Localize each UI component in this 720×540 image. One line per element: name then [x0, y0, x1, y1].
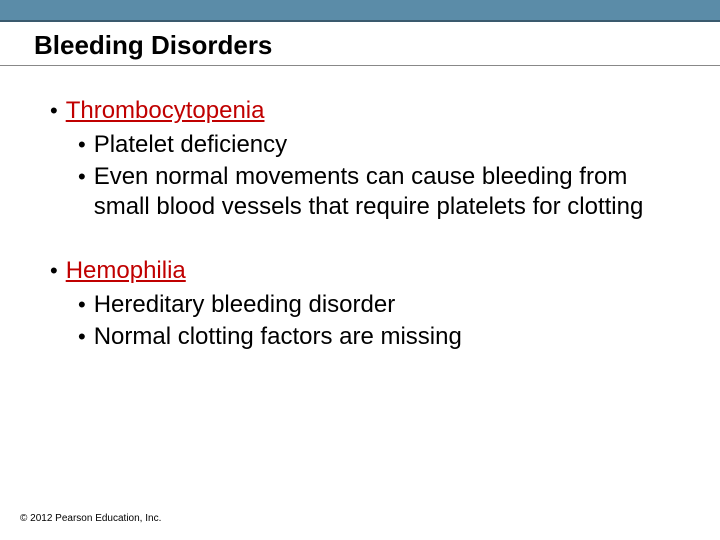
subpoint-text: Even normal movements can cause bleeding… — [94, 162, 670, 222]
key-term-2: Hemophilia — [66, 256, 186, 286]
section-spacer — [50, 224, 670, 256]
bullet-dot-icon: • — [50, 256, 58, 286]
subpoint-1-1: • Platelet deficiency — [78, 130, 670, 160]
subpoint-text: Normal clotting factors are missing — [94, 322, 462, 352]
top-accent-bar — [0, 0, 720, 22]
subpoint-2-1: • Hereditary bleeding disorder — [78, 290, 670, 320]
bullet-dot-icon: • — [78, 290, 86, 320]
slide-content: • Thrombocytopenia • Platelet deficiency… — [0, 96, 720, 352]
key-term-1: Thrombocytopenia — [66, 96, 265, 126]
subpoint-1-2: • Even normal movements can cause bleedi… — [78, 162, 670, 222]
bullet-dot-icon: • — [78, 130, 86, 160]
bullet-dot-icon: • — [78, 322, 86, 352]
subpoint-2-2: • Normal clotting factors are missing — [78, 322, 670, 352]
bullet-dot-icon: • — [50, 96, 58, 126]
section-term-2: • Hemophilia — [50, 256, 670, 286]
copyright-notice: © 2012 Pearson Education, Inc. — [20, 513, 161, 524]
subpoint-text: Platelet deficiency — [94, 130, 287, 160]
subpoint-text: Hereditary bleeding disorder — [94, 290, 396, 320]
slide-title: Bleeding Disorders — [0, 22, 720, 66]
bullet-dot-icon: • — [78, 162, 86, 192]
section-term-1: • Thrombocytopenia — [50, 96, 670, 126]
